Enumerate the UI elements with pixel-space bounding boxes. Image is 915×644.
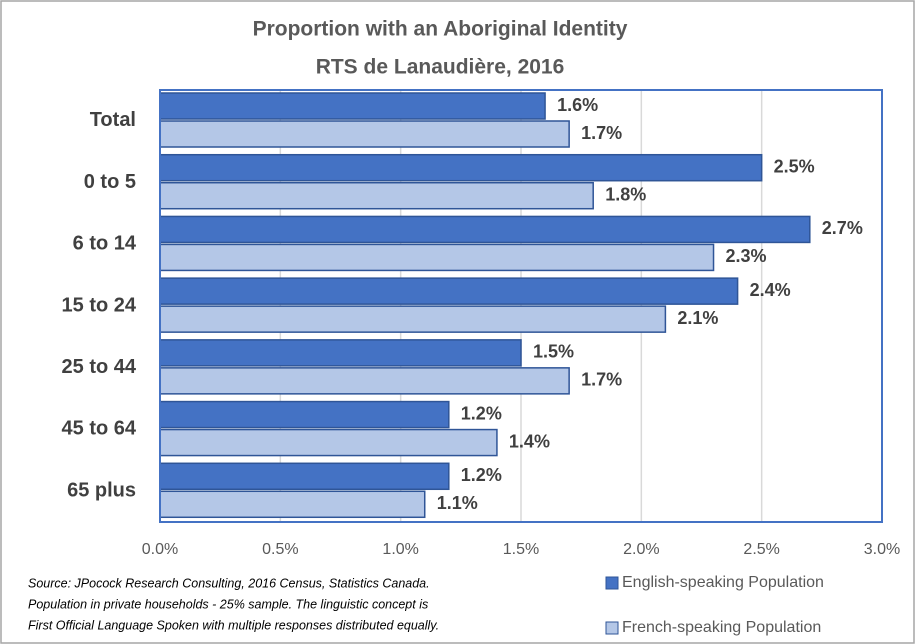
x-tick-label: 3.0%	[864, 541, 900, 558]
source-note: Population in private households - 25% s…	[28, 597, 428, 611]
bar	[159, 120, 570, 148]
source-note: Source: JPocock Research Consulting, 201…	[28, 576, 430, 590]
y-tick-label: Total	[90, 109, 136, 131]
plot-border	[159, 89, 883, 523]
bar	[159, 400, 450, 429]
x-tick-label: 0.0%	[142, 541, 178, 558]
bar	[159, 305, 667, 333]
bar	[159, 215, 811, 244]
x-tick-label: 0.5%	[262, 541, 298, 558]
data-label: 1.4%	[509, 431, 550, 451]
y-tick-label: 15 to 24	[62, 294, 137, 316]
bar	[159, 181, 594, 210]
data-label: 1.2%	[461, 465, 502, 485]
y-tick-label: 0 to 5	[84, 171, 136, 193]
data-label: 2.3%	[726, 246, 767, 266]
data-label: 1.7%	[581, 123, 622, 143]
y-tick-label: 25 to 44	[62, 356, 137, 378]
chart-subtitle: RTS de Lanaudière, 2016	[316, 56, 565, 79]
bar	[159, 490, 426, 519]
x-tick-label: 2.0%	[623, 541, 659, 558]
data-label: 2.5%	[774, 156, 815, 176]
x-tick-label: 2.5%	[743, 541, 779, 558]
data-label: 1.1%	[437, 493, 478, 513]
bar	[159, 339, 522, 367]
data-label: 2.1%	[677, 308, 718, 328]
legend-label: French-speaking Population	[622, 619, 821, 636]
data-label: 1.7%	[581, 370, 622, 390]
y-tick-label: 65 plus	[67, 479, 136, 501]
bar	[159, 277, 739, 305]
x-tick-label: 1.0%	[382, 541, 418, 558]
data-label: 1.8%	[605, 184, 646, 204]
data-label: 1.5%	[533, 342, 574, 362]
bar	[159, 462, 450, 491]
bar	[159, 243, 715, 272]
legend-label: English-speaking Population	[622, 574, 824, 591]
chart-title: Proportion with an Aboriginal Identity	[253, 18, 628, 41]
bar	[159, 367, 570, 395]
data-label: 2.7%	[822, 218, 863, 238]
bar	[159, 92, 546, 120]
data-label: 2.4%	[750, 280, 791, 300]
x-tick-label: 1.5%	[503, 541, 539, 558]
data-label: 1.6%	[557, 95, 598, 115]
y-tick-label: 6 to 14	[73, 233, 137, 255]
source-note: First Official Language Spoken with mult…	[28, 618, 439, 632]
y-tick-label: 45 to 64	[62, 418, 137, 440]
legend-swatch	[605, 621, 619, 635]
bar	[159, 428, 498, 457]
data-label: 1.2%	[461, 403, 502, 423]
bar	[159, 153, 763, 182]
legend-swatch	[605, 576, 619, 590]
